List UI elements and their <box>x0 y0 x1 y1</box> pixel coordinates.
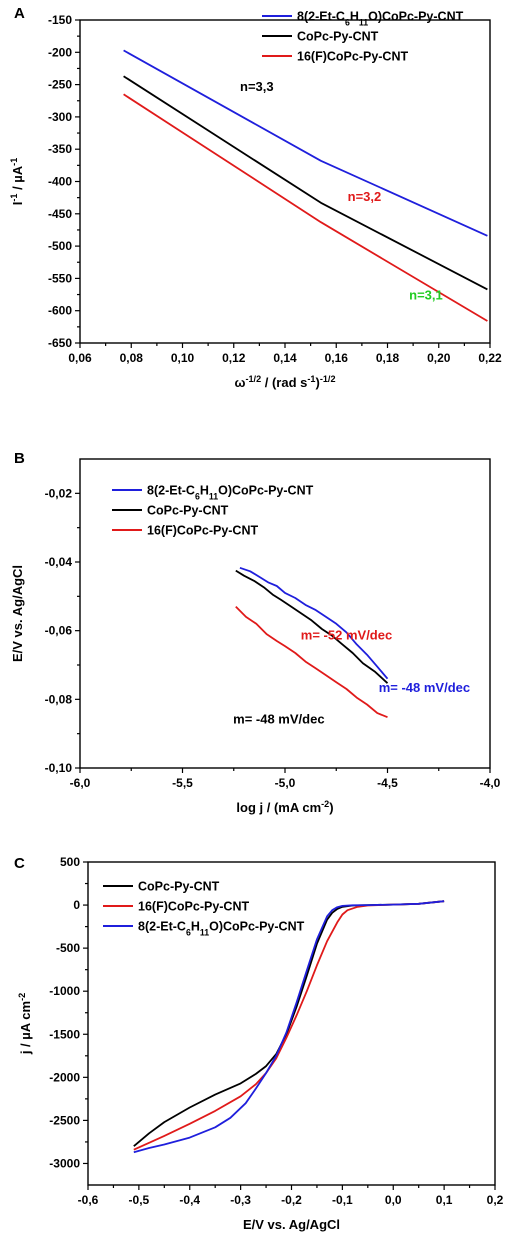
y-axis-title: j / µA cm-2 <box>17 993 33 1055</box>
y-tick-label: -1500 <box>49 1027 80 1041</box>
legend: CoPc-Py-CNT 16(F)CoPc-Py-CNT 8(2-Et-C6H11O… <box>103 880 305 938</box>
y-tick-label: 0 <box>73 898 80 912</box>
y-tick-label: -350 <box>48 142 72 156</box>
y-tick-label: -0,02 <box>45 486 73 500</box>
x-tick-label: 0,06 <box>68 351 92 365</box>
y-tick-label: -550 <box>48 271 72 285</box>
legend-label: 16(F)CoPc-Py-CNT <box>297 50 408 64</box>
x-tick-label: 0,22 <box>478 351 502 365</box>
legend-label: 8(2-Et-C6H11O)CoPc-Py-CNT <box>297 10 464 28</box>
y-tick-label: -0,06 <box>45 624 73 638</box>
x-tick-label: 0,2 <box>487 1193 504 1207</box>
series-line <box>123 93 488 322</box>
series-line <box>239 566 389 680</box>
x-tick-label: -4,5 <box>377 776 398 790</box>
x-axis-title: ω-1/2 / (rad s-1)-1/2 <box>234 374 335 390</box>
panel-b: B -6,0 -5,5 -5,0 -4,5 -4,0 -0,02 -0,04 -0,06 -0,0… <box>10 450 501 815</box>
legend-label: 16(F)CoPc-Py-CNT <box>138 900 249 914</box>
series-line <box>123 49 488 237</box>
y-tick-label: -600 <box>48 304 72 318</box>
x-tick-label: 0,20 <box>427 351 451 365</box>
y-tick-label: -0,10 <box>45 761 73 775</box>
x-tick-label: 0,18 <box>376 351 400 365</box>
x-tick-label: -0,4 <box>179 1193 200 1207</box>
legend-label: CoPc-Py-CNT <box>297 30 379 44</box>
x-tick-label: 0,10 <box>171 351 195 365</box>
y-tick-label: -0,04 <box>45 555 73 569</box>
y-axis-title: E/V vs. Ag/AgCl <box>10 565 25 662</box>
y-tick-label: -400 <box>48 175 72 189</box>
legend: 8(2-Et-C6H11O)CoPc-Py-CNT CoPc-Py-CNT 16(F… <box>262 10 464 64</box>
legend-label: 16(F)CoPc-Py-CNT <box>147 524 258 538</box>
series-line <box>133 900 445 1151</box>
y-tick-label: -650 <box>48 336 72 350</box>
y-tick-label: -450 <box>48 207 72 221</box>
annotation: m= -52 mV/dec <box>301 627 392 642</box>
x-tick-label: 0,14 <box>273 351 297 365</box>
y-tick-label: -500 <box>48 239 72 253</box>
x-tick-label: 0,12 <box>222 351 246 365</box>
x-tick-label: -0,5 <box>129 1193 150 1207</box>
x-tick-label: -0,3 <box>230 1193 251 1207</box>
panel-label: C <box>14 855 25 872</box>
y-tick-label: -250 <box>48 78 72 92</box>
x-axis-title: E/V vs. Ag/AgCl <box>243 1217 340 1232</box>
x-tick-label: -4,0 <box>480 776 501 790</box>
x-tick-label: -0,6 <box>78 1193 99 1207</box>
x-tick-label: -5,0 <box>275 776 296 790</box>
series-line <box>235 605 388 719</box>
x-tick-label: -0,1 <box>332 1193 353 1207</box>
y-tick-label: -300 <box>48 110 72 124</box>
y-tick-label: -2000 <box>49 1070 80 1084</box>
y-tick-label: -2500 <box>49 1113 80 1127</box>
y-axis-title: I-1 / µA-1 <box>9 158 25 206</box>
y-tick-label: -0,08 <box>45 692 73 706</box>
x-axis-title: log j / (mA cm-2) <box>236 799 333 815</box>
annotation: m= -48 mV/dec <box>379 680 470 695</box>
y-tick-label: 500 <box>60 855 80 869</box>
x-tick-label: 0,08 <box>120 351 144 365</box>
annotation: n=3,1 <box>409 288 443 303</box>
annotation: n=3,2 <box>348 189 382 204</box>
x-tick-label: 0,0 <box>385 1193 402 1207</box>
y-tick-label: -3000 <box>49 1156 80 1170</box>
y-tick-label: -150 <box>48 13 72 27</box>
panel-a: A 0,06 0,08 0,10 0,12 0,14 0,16 0,18 0,20 0,22 -15… <box>9 5 502 390</box>
legend-label: 8(2-Et-C6H11O)CoPc-Py-CNT <box>138 920 305 938</box>
legend-label: CoPc-Py-CNT <box>138 880 220 894</box>
y-tick-label: -200 <box>48 45 72 59</box>
series-line <box>123 75 488 291</box>
x-tick-label: -6,0 <box>70 776 91 790</box>
x-tick-label: 0,1 <box>436 1193 453 1207</box>
series-line <box>133 900 445 1154</box>
series-line <box>235 569 389 684</box>
panel-label: A <box>14 5 25 22</box>
x-tick-label: 0,16 <box>325 351 349 365</box>
annotation: n=3,3 <box>240 79 274 94</box>
legend-label: CoPc-Py-CNT <box>147 504 229 518</box>
panel-label: B <box>14 450 25 467</box>
legend: 8(2-Et-C6H11O)CoPc-Py-CNT CoPc-Py-CNT 16(F… <box>112 484 314 538</box>
x-tick-label: -0,2 <box>281 1193 302 1207</box>
x-tick-label: -5,5 <box>172 776 193 790</box>
panel-c: C -0,6 -0,5 -0,4 -0,3 -0,2 -0,1 0,0 0,1 0,2 500 0 -5… <box>14 855 504 1232</box>
y-tick-label: -500 <box>56 941 80 955</box>
y-tick-label: -1000 <box>49 984 80 998</box>
annotation: m= -48 mV/dec <box>233 711 324 726</box>
legend-label: 8(2-Et-C6H11O)CoPc-Py-CNT <box>147 484 314 502</box>
